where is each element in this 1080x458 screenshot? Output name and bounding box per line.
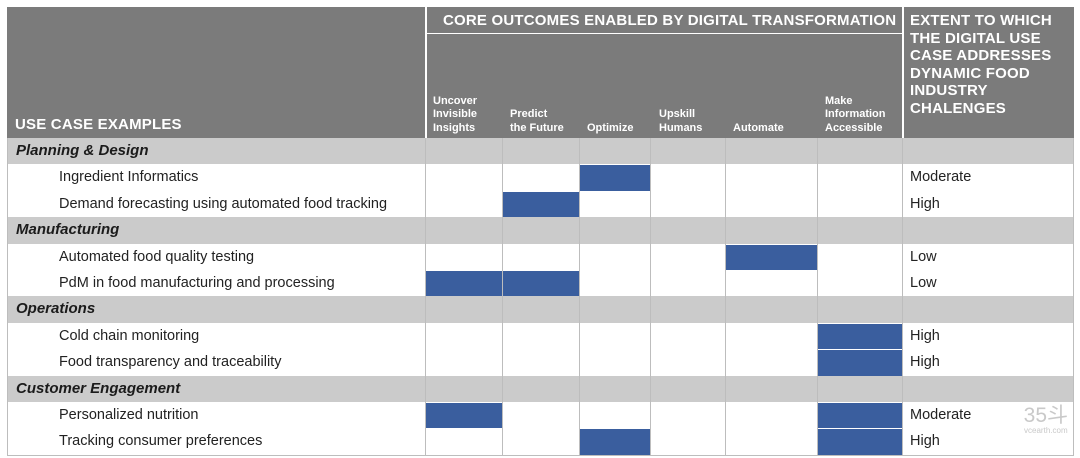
use-case-label: Automated food quality testing <box>59 248 255 265</box>
extent-value: Low <box>910 248 937 265</box>
extent-header-cell: EXTENT TO WHICH THE DIGITAL USE CASE ADD… <box>902 7 1074 138</box>
use-case-label: Food transparency and traceability <box>59 354 282 371</box>
table-row: Automated food quality testing Low <box>7 243 1074 270</box>
table-row: Personalized nutrition Moderate <box>7 402 1074 429</box>
header-divider <box>425 33 902 34</box>
watermark: 35斗 vcearth.com <box>1023 404 1068 436</box>
outcome-filled-cell <box>818 429 902 455</box>
header-divider <box>902 7 904 138</box>
outcome-header-line: the Future <box>510 121 564 134</box>
section-title: Manufacturing <box>16 221 120 239</box>
section-title: Planning & Design <box>16 142 149 159</box>
outcome-header-line: Accessible <box>825 121 883 134</box>
table-row: Food transparency and traceability High <box>7 349 1074 376</box>
use-case-label: Personalized nutrition <box>59 407 199 423</box>
column-divider <box>650 138 651 455</box>
column-divider <box>817 138 818 455</box>
outcome-filled-cell <box>726 244 817 270</box>
outcome-header-line: Information <box>825 108 886 120</box>
extent-value: High <box>910 354 940 371</box>
outcome-filled-cell <box>426 403 502 429</box>
section-title: Operations <box>16 300 96 318</box>
outcome-header-predict: Predict the Future <box>510 108 564 135</box>
header-divider <box>425 7 427 138</box>
outcome-header-uncover: Uncover Invisible Insights <box>433 95 477 136</box>
extent-header-line: EXTENT TO WHICH <box>910 12 1052 29</box>
table-row: Tracking consumer preferences High <box>7 428 1074 455</box>
table-row: Ingredient Informatics Moderate <box>7 164 1074 191</box>
use-case-label: Demand forecasting using automated food … <box>59 195 388 212</box>
outcome-filled-cell <box>580 165 650 191</box>
outcome-header-accessible: Make Information Accessible <box>825 95 886 136</box>
outcome-filled-cell <box>503 271 579 297</box>
outcome-filled-cell <box>426 271 502 297</box>
extent-value: Moderate <box>910 169 972 186</box>
extent-value: High <box>910 327 940 344</box>
outcome-filled-cell <box>818 403 902 429</box>
outcome-header-line: Insights <box>433 121 476 134</box>
use-case-header-label: USE CASE EXAMPLES <box>15 116 182 133</box>
table-row: PdM in food manufacturing and processing… <box>7 270 1074 297</box>
column-divider <box>1073 138 1074 455</box>
outcome-header-optimize: Optimize <box>587 122 633 136</box>
row-divider <box>7 454 1074 456</box>
outcome-header-automate: Automate <box>733 122 784 136</box>
extent-header-label: EXTENT TO WHICH THE DIGITAL USE CASE ADD… <box>910 12 1052 117</box>
outcome-filled-cell <box>818 350 902 376</box>
table-row: Cold chain monitoring High <box>7 322 1074 350</box>
use-case-label: Ingredient Informatics <box>59 169 199 186</box>
extent-value: Moderate <box>910 407 972 423</box>
extent-header-line: INDUSTRY <box>910 82 988 99</box>
outcome-filled-cell <box>580 429 650 455</box>
outcome-filled-cell <box>818 323 902 350</box>
column-divider <box>502 138 503 455</box>
column-divider <box>579 138 580 455</box>
extent-value: High <box>910 433 940 450</box>
outcome-header-line: Make <box>825 94 853 107</box>
column-divider <box>425 138 426 455</box>
watermark-logo: 35斗 <box>1023 404 1068 427</box>
column-divider <box>7 138 8 455</box>
use-case-table: USE CASE EXAMPLES CORE OUTCOMES ENABLED … <box>7 7 1074 456</box>
use-case-label: PdM in food manufacturing and processing <box>59 275 335 291</box>
section-row: Customer Engagement <box>7 375 1074 402</box>
extent-value: Low <box>910 275 937 291</box>
outcome-filled-cell <box>503 191 579 218</box>
outcome-header-line: Optimize <box>587 121 634 134</box>
watermark-site: vcearth.com <box>1024 426 1068 435</box>
section-row: Operations <box>7 296 1074 323</box>
outcome-header-line: Upskill <box>659 108 696 120</box>
use-case-label: Tracking consumer preferences <box>59 433 263 450</box>
use-case-header-cell: USE CASE EXAMPLES <box>7 7 425 138</box>
outcome-header-line: Uncover <box>433 94 478 107</box>
use-case-label: Cold chain monitoring <box>59 327 200 344</box>
section-title: Customer Engagement <box>16 379 181 397</box>
column-divider <box>902 138 903 455</box>
core-outcomes-title: CORE OUTCOMES ENABLED BY DIGITAL TRANSFO… <box>443 12 897 29</box>
extent-header-line: CASE ADDRESSES <box>910 47 1052 64</box>
outcome-header-line: Automate <box>733 121 784 134</box>
outcome-header-line: Humans <box>659 121 703 134</box>
outcome-header-line: Predict <box>510 108 548 120</box>
extent-header-line: CHALENGES <box>910 99 1006 117</box>
extent-header-line: THE DIGITAL USE <box>910 29 1041 47</box>
table-row: Demand forecasting using automated food … <box>7 190 1074 218</box>
extent-header-line: DYNAMIC FOOD <box>910 64 1030 82</box>
outcome-header-upskill: Upskill Humans <box>659 108 702 135</box>
column-divider <box>725 138 726 455</box>
section-row: Planning & Design <box>7 138 1074 165</box>
core-outcomes-header-cell: CORE OUTCOMES ENABLED BY DIGITAL TRANSFO… <box>425 7 902 138</box>
section-row: Manufacturing <box>7 217 1074 244</box>
outcome-header-line: Invisible <box>433 108 478 120</box>
extent-value: High <box>910 195 940 212</box>
